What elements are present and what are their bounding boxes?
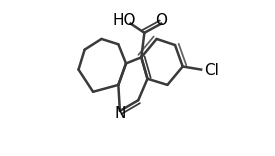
Text: HO: HO xyxy=(113,13,136,28)
Text: O: O xyxy=(155,13,167,28)
Text: Cl: Cl xyxy=(204,63,219,78)
Text: N: N xyxy=(114,106,126,121)
